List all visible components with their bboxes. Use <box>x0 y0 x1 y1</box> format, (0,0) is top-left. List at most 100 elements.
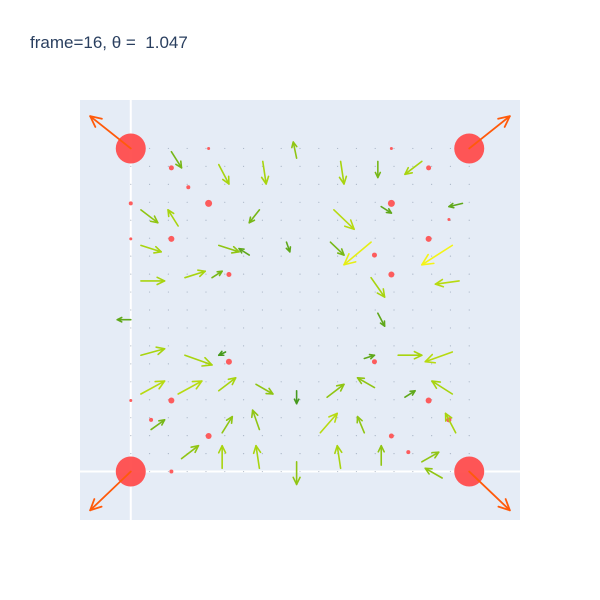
grid-dot <box>261 183 263 185</box>
field-arrow-shaft <box>167 209 179 227</box>
grid-dot <box>431 417 433 419</box>
grid-dot <box>337 255 339 257</box>
field-arrow-shaft <box>356 415 366 434</box>
field-arrow-head <box>201 356 213 367</box>
corner-arrow-shaft <box>89 115 132 150</box>
grid-dot <box>393 183 395 185</box>
grid-dot <box>355 237 358 239</box>
field-arrow-head <box>221 175 230 185</box>
grid-dot <box>299 363 301 365</box>
grid-dot <box>280 399 282 401</box>
field-arrow <box>397 350 423 360</box>
field-arrow-head <box>191 380 203 390</box>
grid-dot <box>412 273 414 275</box>
field-arrow-shaft <box>140 347 166 357</box>
field-arrow-shaft <box>217 244 240 253</box>
field-arrow <box>217 350 227 357</box>
grid-dot <box>167 255 169 257</box>
grid-dot <box>224 273 226 275</box>
grid-dot <box>299 470 301 473</box>
field-arrow <box>421 244 454 266</box>
field-arrow-head <box>356 377 366 385</box>
grid-dot <box>242 327 245 329</box>
field-arrow <box>431 380 454 395</box>
field-arrow-head <box>334 444 343 455</box>
field-arrow-head <box>413 350 423 360</box>
field-arrow-head <box>421 253 435 266</box>
field-arrow <box>260 160 270 185</box>
grid-dot <box>468 201 470 203</box>
field-arrow-shaft <box>319 412 339 434</box>
grid-dot <box>280 345 282 347</box>
grid-dot <box>393 363 395 365</box>
field-arrow-head <box>217 350 225 357</box>
field-arrow-shaft <box>434 280 460 285</box>
grid-dot <box>337 381 339 383</box>
grid-dot <box>280 147 282 150</box>
grid-dot <box>337 417 339 419</box>
grid-dot <box>242 363 245 365</box>
grid-dot <box>242 452 245 455</box>
grid-dot <box>412 147 414 150</box>
grid-dot <box>431 255 433 257</box>
grid-dot <box>337 201 339 203</box>
field-arrow-head <box>293 398 300 405</box>
grid-dot <box>468 255 470 257</box>
field-arrow-head <box>374 171 382 179</box>
field-arrow-head <box>431 451 440 459</box>
field-arrow <box>338 160 348 185</box>
field-arrow-shaft <box>255 444 261 470</box>
grid-dot <box>449 237 452 239</box>
field-arrow-shaft <box>261 160 267 185</box>
grid-dot <box>468 327 470 329</box>
grid-dot <box>355 399 358 401</box>
field-arrow <box>150 419 166 431</box>
grid-dot <box>148 435 151 437</box>
field-arrow-head <box>175 160 183 169</box>
grid-dot <box>337 291 339 293</box>
field-arrow-shaft <box>170 150 183 169</box>
small-point-marker <box>447 218 451 222</box>
field-arrow-head <box>356 415 363 424</box>
field-arrow <box>424 351 454 364</box>
grid-dot <box>224 201 226 203</box>
grid-dot <box>299 201 301 203</box>
field-arrow <box>421 451 440 463</box>
grid-dot <box>205 309 207 311</box>
field-arrow-head <box>292 476 301 486</box>
field-arrow <box>177 380 203 395</box>
grid-dot <box>186 273 188 275</box>
field-arrow <box>140 346 166 357</box>
grid-dot <box>449 201 452 203</box>
corner-arrow <box>89 115 132 150</box>
field-arrow-head <box>252 444 262 455</box>
grid-dot <box>148 452 151 455</box>
grid-dot <box>412 255 414 257</box>
grid-dot <box>355 147 358 150</box>
field-arrow <box>424 467 443 479</box>
grid-dot <box>205 147 207 150</box>
grid-dot <box>337 327 339 329</box>
grid-dot <box>148 291 151 293</box>
grid-dot <box>449 435 452 437</box>
grid-dot <box>167 183 169 185</box>
field-arrow <box>140 244 163 254</box>
grid-dot <box>412 201 414 203</box>
grid-dot <box>412 183 414 185</box>
small-point-marker <box>406 450 411 455</box>
grid-dot <box>374 201 376 203</box>
grid-dot <box>393 327 395 329</box>
field-arrow-shaft <box>177 380 203 395</box>
field-arrow-shaft <box>248 209 261 224</box>
chart-title: frame=16, θ = 1.047 <box>30 33 188 52</box>
grid-dot <box>186 255 188 257</box>
grid-dot <box>242 417 245 419</box>
grid-dot <box>186 327 188 329</box>
grid-dot <box>299 327 301 329</box>
grid-dot <box>205 470 207 473</box>
grid-dot <box>337 345 339 347</box>
grid-dot <box>299 255 301 257</box>
grid-dot <box>186 417 188 419</box>
field-arrow-shaft <box>221 415 234 434</box>
grid-dot <box>449 327 452 329</box>
